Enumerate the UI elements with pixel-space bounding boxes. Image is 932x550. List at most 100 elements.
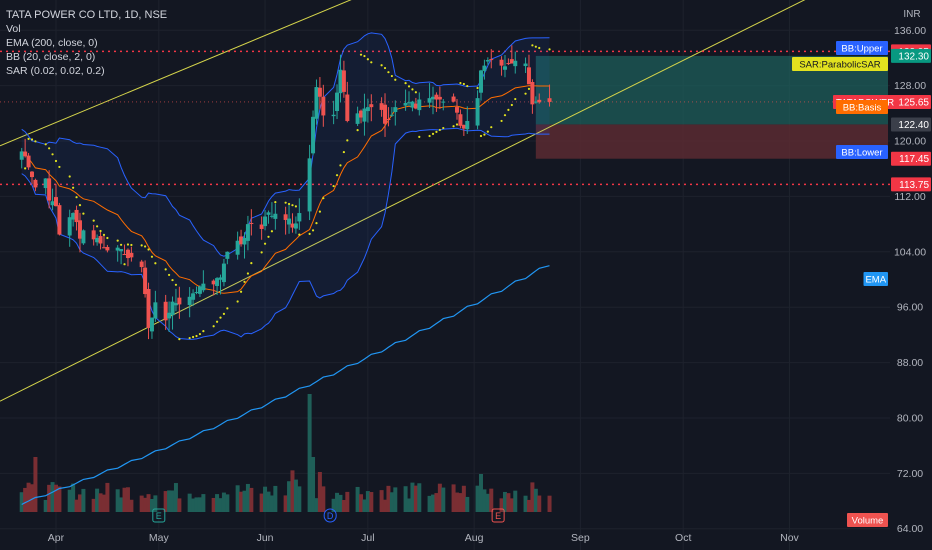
position-zones [535, 55, 888, 159]
event-mark-box [491, 508, 505, 523]
bb-basis-line [21, 85, 550, 294]
candle-body [321, 96, 326, 116]
candle-body [283, 214, 288, 220]
sar-dot [291, 204, 294, 207]
candle-body [317, 87, 322, 97]
sar-dot [524, 92, 527, 95]
candle-body [122, 254, 127, 256]
candle-body [359, 110, 364, 118]
candle-body [43, 178, 48, 189]
sar-dot [140, 244, 143, 247]
candle-body [530, 82, 535, 105]
sar-dot [294, 205, 298, 208]
volume-bar [218, 498, 223, 512]
sar-dot [92, 219, 95, 222]
volume-bar [29, 484, 34, 512]
bb-fill [21, 32, 550, 340]
candle-body [29, 171, 34, 178]
volume-bar [125, 487, 130, 512]
volume-bar [263, 486, 268, 512]
sar-dot [68, 175, 71, 178]
candle-body [461, 124, 466, 129]
sar-dot [270, 230, 274, 233]
candle-body [297, 213, 302, 222]
sar-dot [510, 103, 513, 107]
volume-bar [437, 483, 442, 512]
sar-dot [438, 128, 441, 132]
candle-body [177, 297, 182, 305]
volume-bar [547, 495, 552, 512]
sar-dot [366, 58, 369, 61]
sar-dot [356, 129, 359, 132]
candle-body [509, 59, 514, 64]
sar-dot [383, 66, 387, 70]
candle-body [451, 96, 456, 102]
candle-body [95, 237, 100, 243]
sar-dot [308, 232, 311, 235]
volume-bar [335, 492, 340, 512]
candle-body [475, 98, 480, 126]
sar-dot [428, 134, 431, 138]
volume-bar [33, 457, 38, 512]
candle-body [249, 222, 254, 224]
sar-dot [490, 126, 493, 129]
volume-bar [173, 483, 178, 512]
volume-bar [383, 499, 388, 512]
x-tick-label: Apr [48, 532, 65, 544]
volume-bar [331, 498, 336, 512]
candle-body [197, 286, 202, 294]
bollinger-bands [21, 32, 550, 340]
candle-body [47, 178, 52, 201]
sar-dot [188, 336, 191, 340]
candle-body [19, 151, 24, 160]
sar-dot [150, 255, 154, 258]
candle-body [91, 230, 96, 240]
candle-body [506, 63, 511, 65]
ema-line-path [21, 265, 550, 506]
candle-body [403, 102, 408, 106]
price-label-value: 132.30 [898, 51, 929, 62]
volume-bar [98, 493, 103, 512]
legend-vol: Vol [6, 23, 21, 35]
volume-bar [43, 499, 48, 512]
loss-zone [535, 124, 888, 159]
candle-body [245, 224, 250, 241]
x-tick-label: May [149, 532, 170, 544]
sar-dot [263, 242, 267, 245]
volume-bar [523, 495, 528, 512]
volume-bar [95, 488, 100, 512]
candle-body [221, 263, 226, 283]
sar-dot [359, 53, 363, 56]
volume-bar [26, 482, 31, 512]
candle-body [173, 303, 178, 306]
event-mark-box [152, 508, 166, 523]
sar-dot [78, 204, 82, 207]
sar-dot [202, 330, 205, 333]
legend-ema: EMA (200, close, 0) [6, 37, 98, 49]
volume-bar [489, 488, 494, 512]
sar-dot [99, 229, 102, 233]
candle-body [287, 218, 292, 225]
volume-bar [67, 489, 72, 512]
candle-body [225, 251, 230, 259]
candle-body [523, 63, 528, 67]
volume-bar [177, 498, 182, 512]
volume-tag: Volume [852, 516, 884, 527]
candle-body [273, 213, 278, 219]
volume-bar [215, 494, 220, 512]
candle-body [314, 87, 319, 119]
sar-dot [531, 44, 534, 47]
candle-body [355, 113, 360, 124]
volume-bar [273, 485, 278, 512]
sar-dot [548, 48, 551, 51]
volume-bar [249, 487, 254, 512]
sar-dot [322, 197, 325, 200]
sar-tag-box [792, 57, 888, 71]
sar-dot [164, 268, 167, 271]
sar-dot [72, 186, 75, 189]
volume-bar [403, 486, 408, 512]
volume-bar [71, 483, 76, 512]
volume-bar [194, 497, 199, 512]
volume-bar [211, 497, 216, 512]
